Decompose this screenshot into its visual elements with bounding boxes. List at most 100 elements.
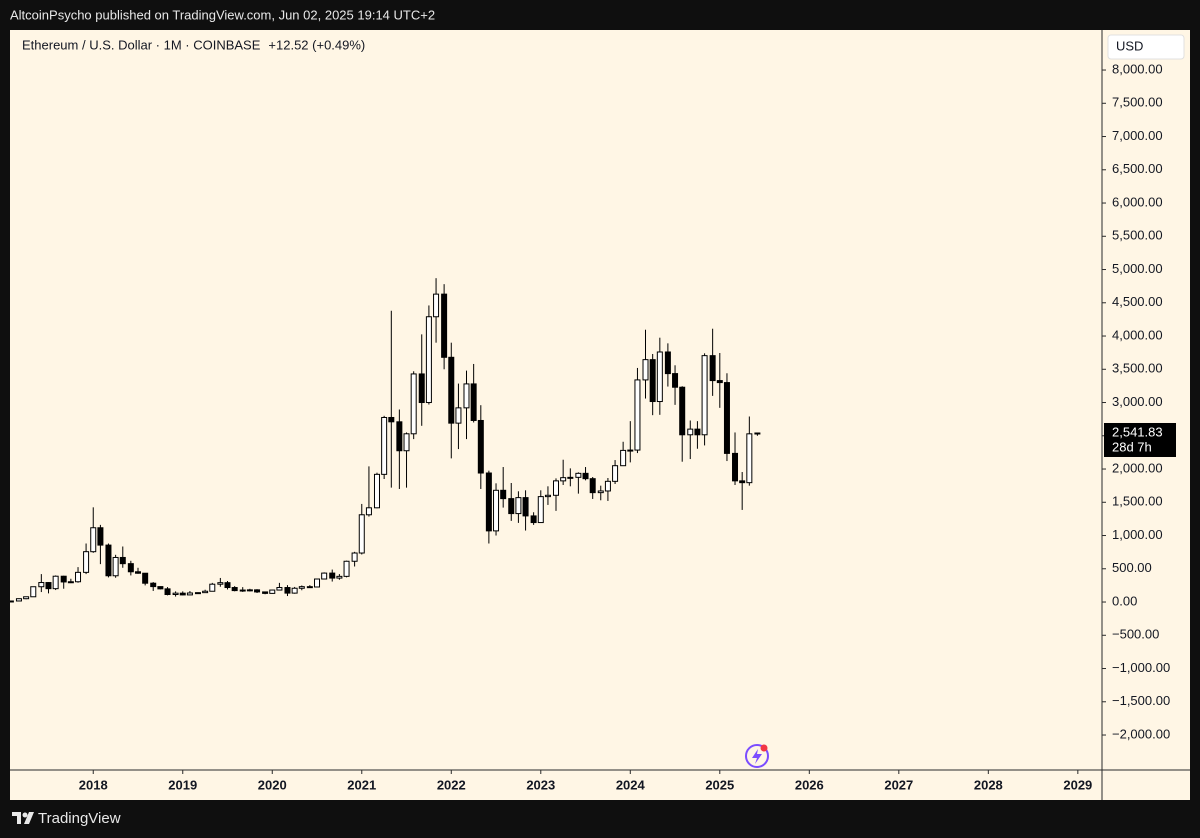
candle-body: [754, 432, 761, 435]
candle-body: [455, 407, 462, 424]
logo-slash: [24, 812, 34, 824]
y-tick-label: 500.00: [1112, 560, 1152, 575]
y-tick-label: −2,000.00: [1112, 726, 1170, 741]
candle-body: [186, 592, 193, 596]
candle-body: [448, 356, 455, 424]
x-tick-label: 2020: [258, 777, 287, 792]
candle-body: [672, 373, 679, 388]
publish-header: AltcoinPsycho published on TradingView.c…: [10, 7, 435, 22]
y-tick-label: 5,500.00: [1112, 228, 1163, 243]
candle-body: [716, 380, 723, 384]
axes: −2,000.00 −1,500.00 −1,000.00 −500.00 0.00 50…: [79, 61, 1176, 792]
candle-body: [291, 587, 298, 594]
candle-body: [433, 293, 440, 318]
y-tick-label: 5,000.00: [1112, 261, 1163, 276]
candle-body: [83, 551, 90, 573]
candle-body: [642, 359, 649, 381]
price-change: +12.52 (+0.49%): [268, 37, 365, 52]
candle-body: [343, 560, 350, 577]
x-tick-label: 2027: [884, 777, 913, 792]
logo-dot: [22, 812, 28, 818]
candle-body: [544, 494, 551, 498]
candle-body: [38, 582, 45, 588]
y-tick-label: 1,000.00: [1112, 527, 1163, 542]
x-tick-label: 2028: [974, 777, 1003, 792]
x-tick-label: 2021: [347, 777, 376, 792]
candle-body: [515, 497, 522, 515]
candle-body: [246, 589, 253, 592]
y-tick-label: 6,500.00: [1112, 161, 1163, 176]
candles: [10, 278, 761, 603]
candle-body: [75, 571, 82, 583]
x-tick-label: 2022: [437, 777, 466, 792]
candle-body: [284, 587, 291, 594]
candle-body: [45, 582, 52, 590]
y-tick-label: −1,500.00: [1112, 693, 1170, 708]
candle-body: [202, 590, 209, 594]
y-tick-label: 7,500.00: [1112, 95, 1163, 110]
icon-dot: [760, 744, 768, 752]
assistant-icon[interactable]: [745, 744, 769, 768]
candle-body: [679, 386, 686, 436]
candle-body: [172, 592, 179, 596]
candle-body: [150, 582, 157, 588]
candle-body: [604, 480, 611, 492]
currency[interactable]: USD: [1116, 38, 1143, 53]
candle-body: [321, 572, 328, 580]
candle-body: [336, 575, 343, 579]
y-tick-label: 7,000.00: [1112, 128, 1163, 143]
y-tick-label: 6,000.00: [1112, 194, 1163, 209]
candle-body: [441, 293, 448, 358]
currency-button[interactable]: [1107, 34, 1185, 60]
candle-body: [30, 586, 37, 598]
candle-body: [537, 496, 544, 524]
last-price-label: 2,541.83: [1112, 424, 1163, 439]
candle-body: [746, 433, 753, 484]
x-tick-label: 2029: [1063, 777, 1092, 792]
footer-bar: [0, 800, 1200, 838]
candle-body: [612, 465, 619, 482]
icon-bolt: [752, 749, 762, 764]
candle-body: [365, 507, 372, 516]
candle-body: [410, 373, 417, 435]
y-tick-label: 0.00: [1112, 593, 1137, 608]
candle-body: [15, 598, 22, 602]
y-tick-label: 3,000.00: [1112, 394, 1163, 409]
candle-body: [134, 571, 141, 574]
logo-mark: [12, 812, 21, 824]
candle-body: [701, 355, 708, 436]
x-tick-label: 2026: [795, 777, 824, 792]
candle-body: [105, 544, 112, 577]
y-tick-label: 3,500.00: [1112, 361, 1163, 376]
last-price-tag: [1104, 422, 1176, 457]
candle-body: [739, 480, 746, 484]
candle-body: [463, 383, 470, 409]
candle-body: [358, 514, 365, 554]
candle-body: [589, 478, 596, 494]
candle-body: [119, 556, 126, 565]
candle-body: [231, 587, 238, 592]
candle-body: [425, 316, 432, 404]
candle-body: [500, 489, 507, 500]
candle-body: [381, 416, 388, 475]
candle-body: [396, 421, 403, 452]
candle-body: [373, 473, 380, 509]
y-tick-label: 8,000.00: [1112, 61, 1163, 76]
candle-body: [620, 449, 627, 467]
candle-body: [723, 382, 730, 454]
brand-logo: [12, 812, 34, 824]
y-tick-label: 2,000.00: [1112, 460, 1163, 475]
candle-body: [239, 589, 246, 592]
x-tick-label: 2024: [616, 777, 646, 792]
candle-body: [314, 578, 321, 588]
symbol-title: Ethereum / U.S. Dollar · 1M · COINBASE: [22, 37, 261, 52]
candle-body: [217, 582, 224, 585]
candle-body: [597, 490, 604, 494]
candle-body: [306, 586, 313, 589]
candle-body: [194, 592, 201, 595]
candle-body: [90, 527, 97, 553]
y-tick-label: 4,500.00: [1112, 294, 1163, 309]
candle-body: [493, 489, 500, 532]
